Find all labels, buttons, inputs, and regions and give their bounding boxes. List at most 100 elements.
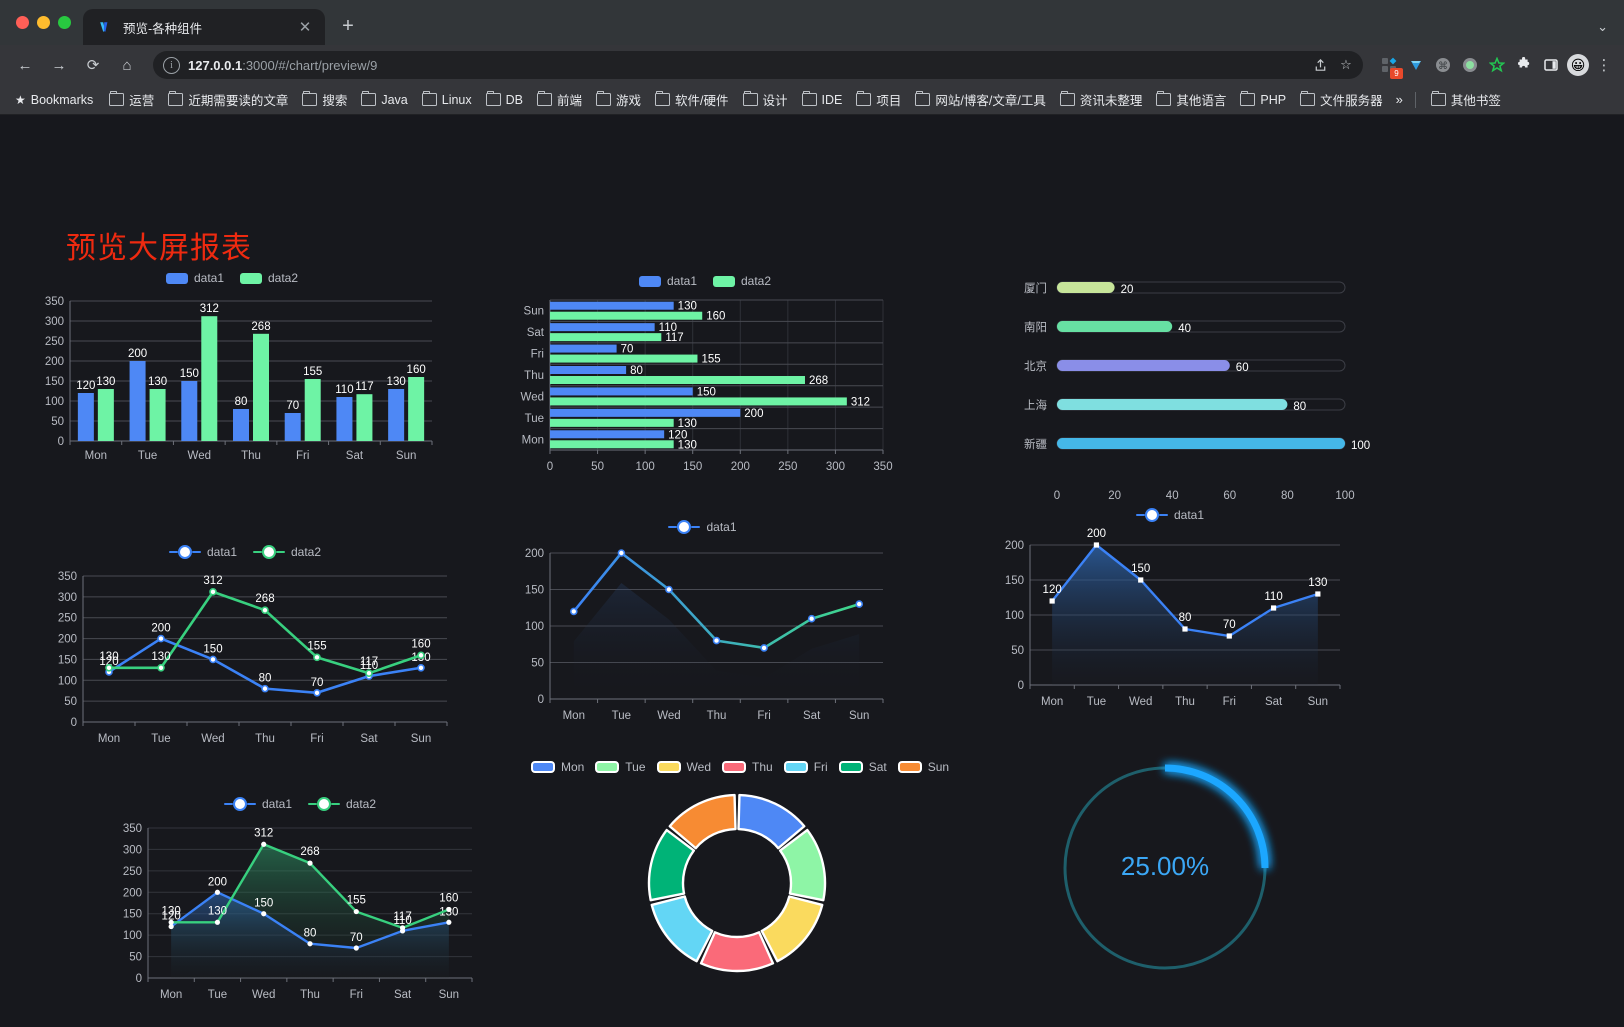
bookmark-folder[interactable]: 设计 bbox=[736, 87, 795, 112]
data-point[interactable] bbox=[665, 585, 673, 594]
data-point[interactable] bbox=[1270, 605, 1277, 611]
data-point[interactable] bbox=[353, 945, 359, 951]
site-info-icon[interactable]: i bbox=[163, 56, 180, 74]
progress-fill[interactable] bbox=[1057, 399, 1288, 410]
data-point[interactable] bbox=[446, 906, 452, 913]
data-point[interactable] bbox=[307, 860, 313, 866]
pie-slice[interactable] bbox=[760, 895, 824, 963]
back-button[interactable]: ← bbox=[17, 56, 33, 74]
bar[interactable] bbox=[550, 311, 703, 320]
browser-menu-icon[interactable]: ⋮ bbox=[1596, 57, 1612, 74]
bar[interactable] bbox=[253, 333, 269, 441]
legend-item-fri[interactable]: Fri bbox=[783, 760, 828, 774]
sidebar-icon[interactable] bbox=[1540, 54, 1562, 76]
bar[interactable] bbox=[550, 344, 617, 353]
data-point[interactable] bbox=[417, 663, 425, 672]
bar[interactable] bbox=[550, 440, 674, 449]
chart-area-dual[interactable]: data1 data2 bbox=[100, 792, 500, 1012]
address-bar[interactable]: i 127.0.0.1:3000/#/chart/preview/9 ☆ bbox=[153, 51, 1363, 79]
pie-slice[interactable] bbox=[778, 828, 827, 902]
close-window-button[interactable] bbox=[16, 16, 29, 29]
bar[interactable] bbox=[284, 413, 301, 441]
data-point[interactable] bbox=[1315, 591, 1321, 597]
chart-donut[interactable]: Mon Tue Wed Thu Fri Sat Sun bbox=[530, 755, 949, 995]
chart-gauge[interactable]: 25.00% bbox=[1040, 740, 1290, 1000]
progress-fill[interactable] bbox=[1057, 321, 1173, 332]
bar[interactable] bbox=[356, 394, 373, 441]
bookmark-folder[interactable]: 资讯未整理 bbox=[1053, 87, 1150, 112]
data-point[interactable] bbox=[261, 606, 269, 615]
legend-item-mon[interactable]: Mon bbox=[530, 760, 584, 774]
legend-item-sun[interactable]: Sun bbox=[897, 760, 949, 774]
chart-line-dual[interactable]: data1 data2 0 50 100 150 200 250 300 350 120 200… bbox=[35, 540, 455, 755]
bookmark-folder[interactable]: 近期需要读的文章 bbox=[161, 87, 295, 112]
data-point[interactable] bbox=[157, 634, 165, 643]
data-point[interactable] bbox=[1093, 542, 1100, 548]
legend-item-tue[interactable]: Tue bbox=[595, 760, 646, 774]
other-bookmarks-folder[interactable]: 其他书签 bbox=[1424, 87, 1508, 112]
legend-item-data1[interactable]: data1 bbox=[668, 520, 737, 534]
data-point[interactable] bbox=[417, 651, 425, 660]
bookmarks-overflow-button[interactable]: » bbox=[1395, 92, 1403, 107]
bookmark-folder[interactable]: 游戏 bbox=[589, 87, 648, 112]
data-point[interactable] bbox=[209, 655, 217, 664]
reload-button[interactable]: ⟳ bbox=[86, 57, 100, 74]
data-point[interactable] bbox=[855, 600, 864, 608]
bookmark-folder[interactable]: 搜索 bbox=[295, 87, 354, 112]
data-point[interactable] bbox=[807, 614, 816, 623]
bookmark-folder[interactable]: 项目 bbox=[849, 87, 908, 112]
legend-item-data1[interactable]: data1 bbox=[638, 274, 697, 288]
diamond-icon[interactable] bbox=[1405, 54, 1427, 76]
data-point[interactable] bbox=[569, 607, 578, 616]
bookmarks-label[interactable]: ★ Bookmarks bbox=[8, 90, 100, 110]
share-icon[interactable] bbox=[1309, 54, 1331, 76]
legend-item-sat[interactable]: Sat bbox=[838, 760, 887, 774]
data-point[interactable] bbox=[353, 908, 359, 915]
bar[interactable] bbox=[408, 377, 425, 441]
circle-icon[interactable] bbox=[1459, 54, 1481, 76]
legend-item-data2[interactable]: data2 bbox=[308, 797, 376, 811]
bar[interactable] bbox=[336, 397, 353, 441]
close-tab-icon[interactable]: ✕ bbox=[298, 19, 312, 36]
gauge-progress[interactable] bbox=[1164, 764, 1269, 869]
data-point[interactable] bbox=[399, 925, 406, 931]
bar[interactable] bbox=[550, 323, 655, 332]
avatar[interactable]: 😀 bbox=[1567, 54, 1589, 76]
bar[interactable] bbox=[149, 389, 166, 441]
data-point[interactable] bbox=[214, 889, 221, 895]
data-point[interactable] bbox=[168, 923, 174, 930]
bar[interactable] bbox=[388, 389, 405, 441]
data-point[interactable] bbox=[105, 663, 113, 672]
pie-slice[interactable] bbox=[647, 828, 696, 902]
legend-item-data1[interactable]: data1 bbox=[165, 271, 224, 285]
data-point[interactable] bbox=[1049, 598, 1055, 604]
legend-item-thu[interactable]: Thu bbox=[722, 760, 773, 774]
command-icon[interactable]: ⌘ bbox=[1432, 54, 1454, 76]
data-point[interactable] bbox=[313, 689, 321, 697]
bar[interactable] bbox=[77, 393, 94, 441]
legend-item-data1[interactable]: data1 bbox=[1135, 508, 1204, 522]
bar[interactable] bbox=[550, 418, 674, 427]
data-point[interactable] bbox=[1138, 577, 1144, 583]
bar[interactable] bbox=[550, 354, 698, 363]
bookmark-folder[interactable]: Linux bbox=[415, 90, 479, 110]
legend-item-data2[interactable]: data2 bbox=[713, 274, 771, 288]
data-point[interactable] bbox=[313, 653, 321, 662]
puzzle-icon[interactable] bbox=[1513, 54, 1535, 76]
data-point[interactable] bbox=[1182, 626, 1188, 632]
bar[interactable] bbox=[97, 389, 114, 441]
bookmark-folder[interactable]: 软件/硬件 bbox=[648, 87, 735, 112]
bar[interactable] bbox=[181, 381, 198, 441]
chart-line-smooth[interactable]: data1 0 50 100 150 200 Mon Tue Wed Thu Fri Sat Sun bbox=[505, 515, 900, 730]
data-point[interactable] bbox=[760, 644, 768, 652]
bar[interactable] bbox=[550, 376, 805, 384]
forward-button[interactable]: → bbox=[51, 56, 67, 74]
data-point[interactable] bbox=[157, 663, 165, 672]
bookmark-folder[interactable]: 网站/博客/文章/工具 bbox=[908, 87, 1052, 112]
chart-area-single[interactable]: data1 0 50 100 150 200 120 200 150 80 70 110 130 M… bbox=[985, 503, 1355, 718]
maximize-window-button[interactable] bbox=[58, 16, 71, 29]
home-button[interactable]: ⌂ bbox=[122, 56, 132, 74]
chart-bar-vertical[interactable]: data1 data2 0 50 100 150 200 250 300 350 120 130… bbox=[22, 267, 442, 482]
data-point[interactable] bbox=[261, 911, 267, 917]
pie-slice[interactable] bbox=[650, 895, 714, 963]
